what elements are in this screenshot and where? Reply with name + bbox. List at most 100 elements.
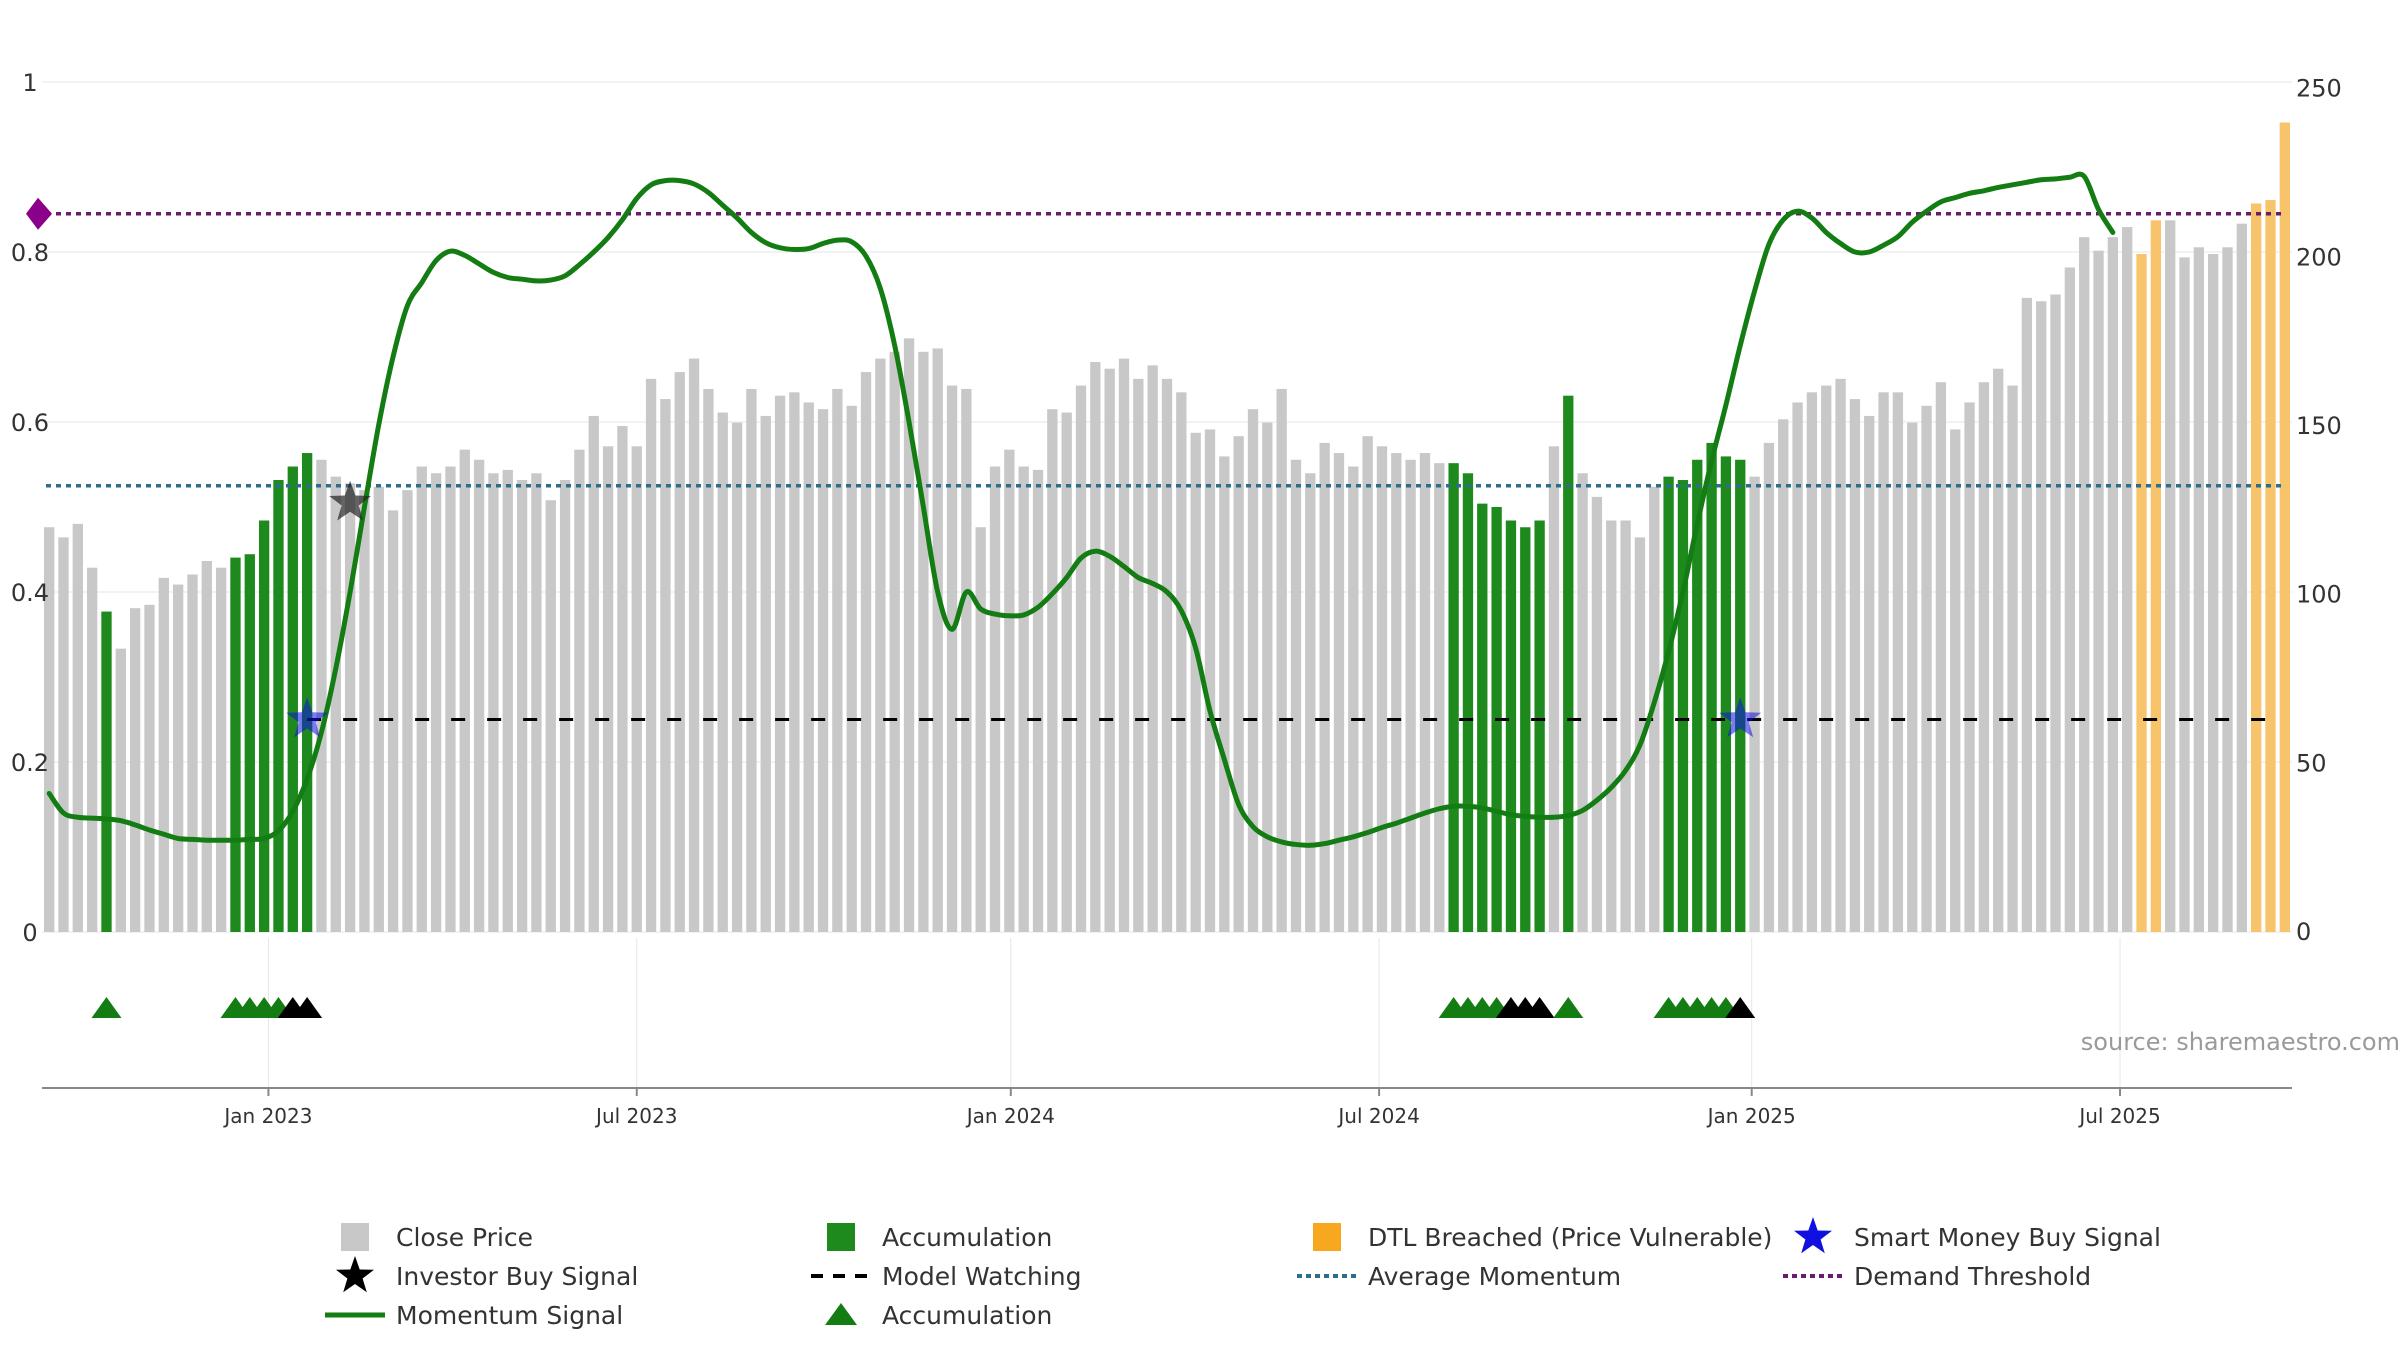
price-bar [1935,382,1947,932]
price-bar [215,567,227,932]
accumulation-marker-triangle [1524,997,1555,1018]
price-bar [1247,409,1259,933]
price-bar [1419,453,1431,932]
price-bar [602,446,614,932]
price-bar [688,358,700,933]
accumulation-bar [1462,473,1474,932]
price-bar [1821,385,1832,933]
legend-label: Accumulation [882,1301,1052,1330]
price-bar [903,338,915,932]
y-left-tick-label: 0 [22,919,37,947]
source-label: source: sharemaestro.com [2081,1028,2400,1056]
accumulation-marker-triangle [1553,997,1584,1018]
legend-item-investor: Investor Buy Signal [336,1256,638,1293]
legend: Close Price Accumulation DTL Breached (Pri… [325,1217,2161,1330]
price-bar [932,348,943,932]
price-bar [2122,227,2133,933]
legend-label: Model Watching [882,1262,1082,1291]
price-bar [789,392,800,932]
legend-label: Demand Threshold [1854,1262,2091,1291]
price-bar [2193,247,2205,932]
price-bar [1133,378,1144,932]
price-bar [58,537,69,932]
legend-label: Accumulation [882,1223,1052,1252]
price-bar [531,473,542,932]
accumulation-bar [273,480,284,932]
price-bar [2236,223,2247,932]
price-bar [459,449,470,932]
price-bar [144,604,155,932]
price-bar [1018,466,1029,932]
price-bar [1104,368,1115,932]
price-bar [1921,405,1932,932]
legend-item-accumulation-bar: Accumulation [827,1223,1052,1252]
y-left-tick-label: 0.2 [11,749,49,777]
price-bar [2165,220,2176,933]
legend-item-avg-momentum: Average Momentum [1297,1262,1621,1291]
price-bar [875,358,886,933]
legend-label: Close Price [396,1223,533,1252]
price-bar [1950,429,1961,932]
price-bar [645,378,657,932]
price-bar [1061,412,1072,932]
legend-item-model-watching: Model Watching [811,1262,1082,1291]
price-bar [87,567,98,932]
accumulation-bar [287,466,298,932]
price-bar [1907,422,1918,932]
price-bar [373,486,384,932]
price-bar [72,523,83,932]
price-bar [703,388,714,932]
price-bar [674,372,685,933]
y-right-tick-label: 150 [2296,412,2342,440]
accumulation-bar [301,453,313,932]
price-bar [1634,537,1646,932]
y-right-tick-label: 200 [2296,243,2342,271]
price-bar [1749,476,1760,932]
legend-star-icon [1794,1217,1832,1254]
price-bar [1219,456,1230,932]
price-bar [1333,453,1345,932]
price-bar [1434,463,1445,932]
price-bar [2107,237,2119,932]
y-right-tick-label: 250 [2296,75,2342,103]
accumulation-marker-panel [91,997,1756,1018]
accumulation-bar [1735,459,1746,932]
price-bar [344,483,356,932]
price-bar [774,395,786,932]
y-right-tick-label: 0 [2296,918,2311,946]
price-bar [717,412,728,932]
legend-label: Investor Buy Signal [396,1262,638,1291]
accumulation-bar [230,557,241,932]
accumulation-bar [258,520,270,932]
price-bar [961,388,972,932]
price-bar [1978,382,1990,932]
x-tick-label: Jul 2025 [2077,1104,2160,1128]
price-bar [2208,254,2219,932]
price-bar [746,388,757,932]
price-bar [416,466,427,932]
price-bar [1892,392,1904,932]
price-bar [1176,392,1187,932]
price-bar [989,466,1001,932]
price-bar [1778,419,1789,932]
x-tick-label: Jan 2025 [1706,1104,1796,1128]
price-bar [129,608,141,932]
price-bar [158,577,169,932]
legend-triangle-icon [825,1303,857,1325]
price-bar [889,351,900,932]
price-bar [1319,442,1330,932]
price-bar [1290,459,1302,932]
accumulation-bar [244,554,255,932]
price-bar [1806,392,1818,932]
price-bars [44,122,2290,933]
price-bar [1620,520,1631,932]
price-bar [330,476,341,932]
accumulation-bar [1706,442,1717,932]
price-bar [1606,520,1617,932]
dtl-breached-bar [2251,203,2262,932]
price-bar [1090,361,1101,932]
price-bar [387,510,399,932]
price-bar [660,399,671,933]
accumulation-marker-triangle [1725,997,1756,1018]
price-bar [2093,250,2104,933]
